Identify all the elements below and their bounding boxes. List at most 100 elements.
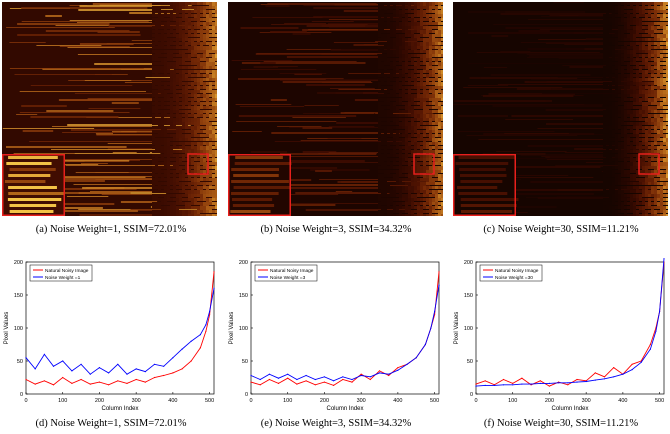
data-point	[135, 368, 137, 370]
zoom-inset	[228, 154, 292, 216]
data-point	[190, 360, 192, 362]
data-point	[342, 376, 344, 378]
caption-b: (b) Noise Weight=3, SSIM=34.32%	[260, 224, 412, 235]
data-point	[631, 369, 633, 371]
y-tick-label: 150	[14, 293, 23, 299]
data-point	[360, 373, 362, 375]
x-tick-label: 400	[393, 398, 402, 404]
data-point	[438, 284, 440, 286]
data-point	[655, 330, 657, 332]
data-point	[250, 381, 252, 383]
x-tick-label: 500	[430, 398, 439, 404]
data-point	[659, 310, 661, 313]
x-tick-label: 300	[582, 398, 591, 404]
x-axis-label: Column Index	[101, 406, 138, 412]
data-point	[521, 383, 523, 385]
caption-f: (f) Noise Weight=30, SSIM=11.21%	[483, 418, 639, 429]
data-point	[314, 378, 316, 381]
x-tick-label: 400	[618, 398, 627, 404]
data-point	[424, 343, 426, 346]
data-point	[521, 377, 523, 379]
heatmap-image-weight-3	[228, 2, 444, 218]
data-point	[287, 377, 289, 379]
data-point	[305, 374, 307, 377]
data-point	[663, 258, 665, 260]
caption-e: (e) Noise Weight=3, SSIM=34.32%	[260, 418, 412, 429]
caption-d: (d) Noise Weight=1, SSIM=72.01%	[35, 418, 187, 429]
data-point	[163, 365, 165, 367]
data-point	[259, 378, 261, 381]
data-point	[43, 353, 46, 355]
y-tick-label: 0	[20, 392, 23, 398]
data-point	[89, 383, 91, 385]
image-texture	[231, 2, 444, 218]
line-chart-weight-3: 0 100 200 300 400 500 0 50 100 150 200 Column Index…	[229, 260, 440, 412]
data-point	[305, 380, 307, 382]
x-tick-label: 200	[95, 398, 104, 404]
data-point	[117, 380, 119, 382]
data-point	[567, 384, 569, 386]
data-point	[649, 348, 651, 350]
data-point	[378, 370, 381, 372]
data-point	[388, 373, 390, 375]
x-tick-label: 200	[545, 398, 554, 404]
data-point	[438, 271, 440, 273]
data-point	[213, 271, 215, 273]
data-point	[199, 347, 201, 349]
data-point	[209, 314, 211, 316]
data-point	[406, 363, 408, 365]
data-point	[98, 367, 100, 369]
data-point	[52, 384, 55, 386]
x-tick-label: 300	[132, 398, 141, 404]
x-tick-label: 100	[508, 398, 517, 404]
image-texture	[453, 2, 669, 218]
data-point	[475, 383, 477, 385]
plot-area	[25, 261, 215, 395]
x-tick-label: 100	[58, 398, 67, 404]
data-point	[80, 363, 82, 365]
data-point	[62, 376, 64, 379]
data-point	[388, 374, 390, 377]
data-point	[548, 385, 550, 387]
data-point	[613, 376, 615, 378]
noise-image-c	[453, 2, 669, 218]
data-point	[259, 384, 261, 386]
data-point	[199, 334, 201, 336]
data-point	[89, 373, 91, 375]
data-point	[530, 383, 532, 385]
data-point	[80, 378, 82, 381]
data-point	[351, 378, 353, 381]
data-point	[512, 384, 514, 386]
data-point	[415, 357, 417, 359]
y-tick-label: 100	[239, 326, 248, 332]
data-point	[172, 357, 174, 359]
data-point	[613, 367, 615, 369]
data-point	[314, 384, 316, 386]
data-point	[369, 378, 371, 381]
y-axis-label: Pixel Values	[4, 312, 10, 345]
data-point	[209, 310, 211, 313]
y-tick-label: 100	[464, 326, 473, 332]
data-point	[205, 330, 207, 332]
data-point	[576, 381, 578, 383]
data-point	[126, 382, 128, 384]
data-point	[622, 373, 624, 375]
data-point	[323, 376, 325, 378]
line-chart-weight-1: 0 100 200 300 400 500 0 50 100 150 200 Column Index…	[4, 260, 215, 412]
y-tick-label: 50	[242, 359, 248, 365]
caption-a: (a) Noise Weight=1, SSIM=72.01%	[35, 224, 187, 235]
line-chart-weight-30: 0 100 200 300 400 500 0 50 100 150 200 Column Index…	[454, 258, 665, 412]
data-point	[558, 382, 560, 384]
data-point	[594, 379, 596, 381]
data-point	[25, 378, 27, 381]
data-point	[567, 382, 569, 384]
data-point	[126, 373, 128, 375]
x-tick-label: 0	[24, 398, 27, 404]
data-point	[342, 378, 344, 381]
x-tick-label: 0	[249, 398, 252, 404]
chart-panel-d: 0 100 200 300 400 500 0 50 100 150 200 Column Index…	[0, 254, 222, 419]
data-point	[323, 381, 325, 383]
legend-entry: Noise Weight =30	[495, 275, 533, 281]
data-point	[287, 373, 289, 375]
